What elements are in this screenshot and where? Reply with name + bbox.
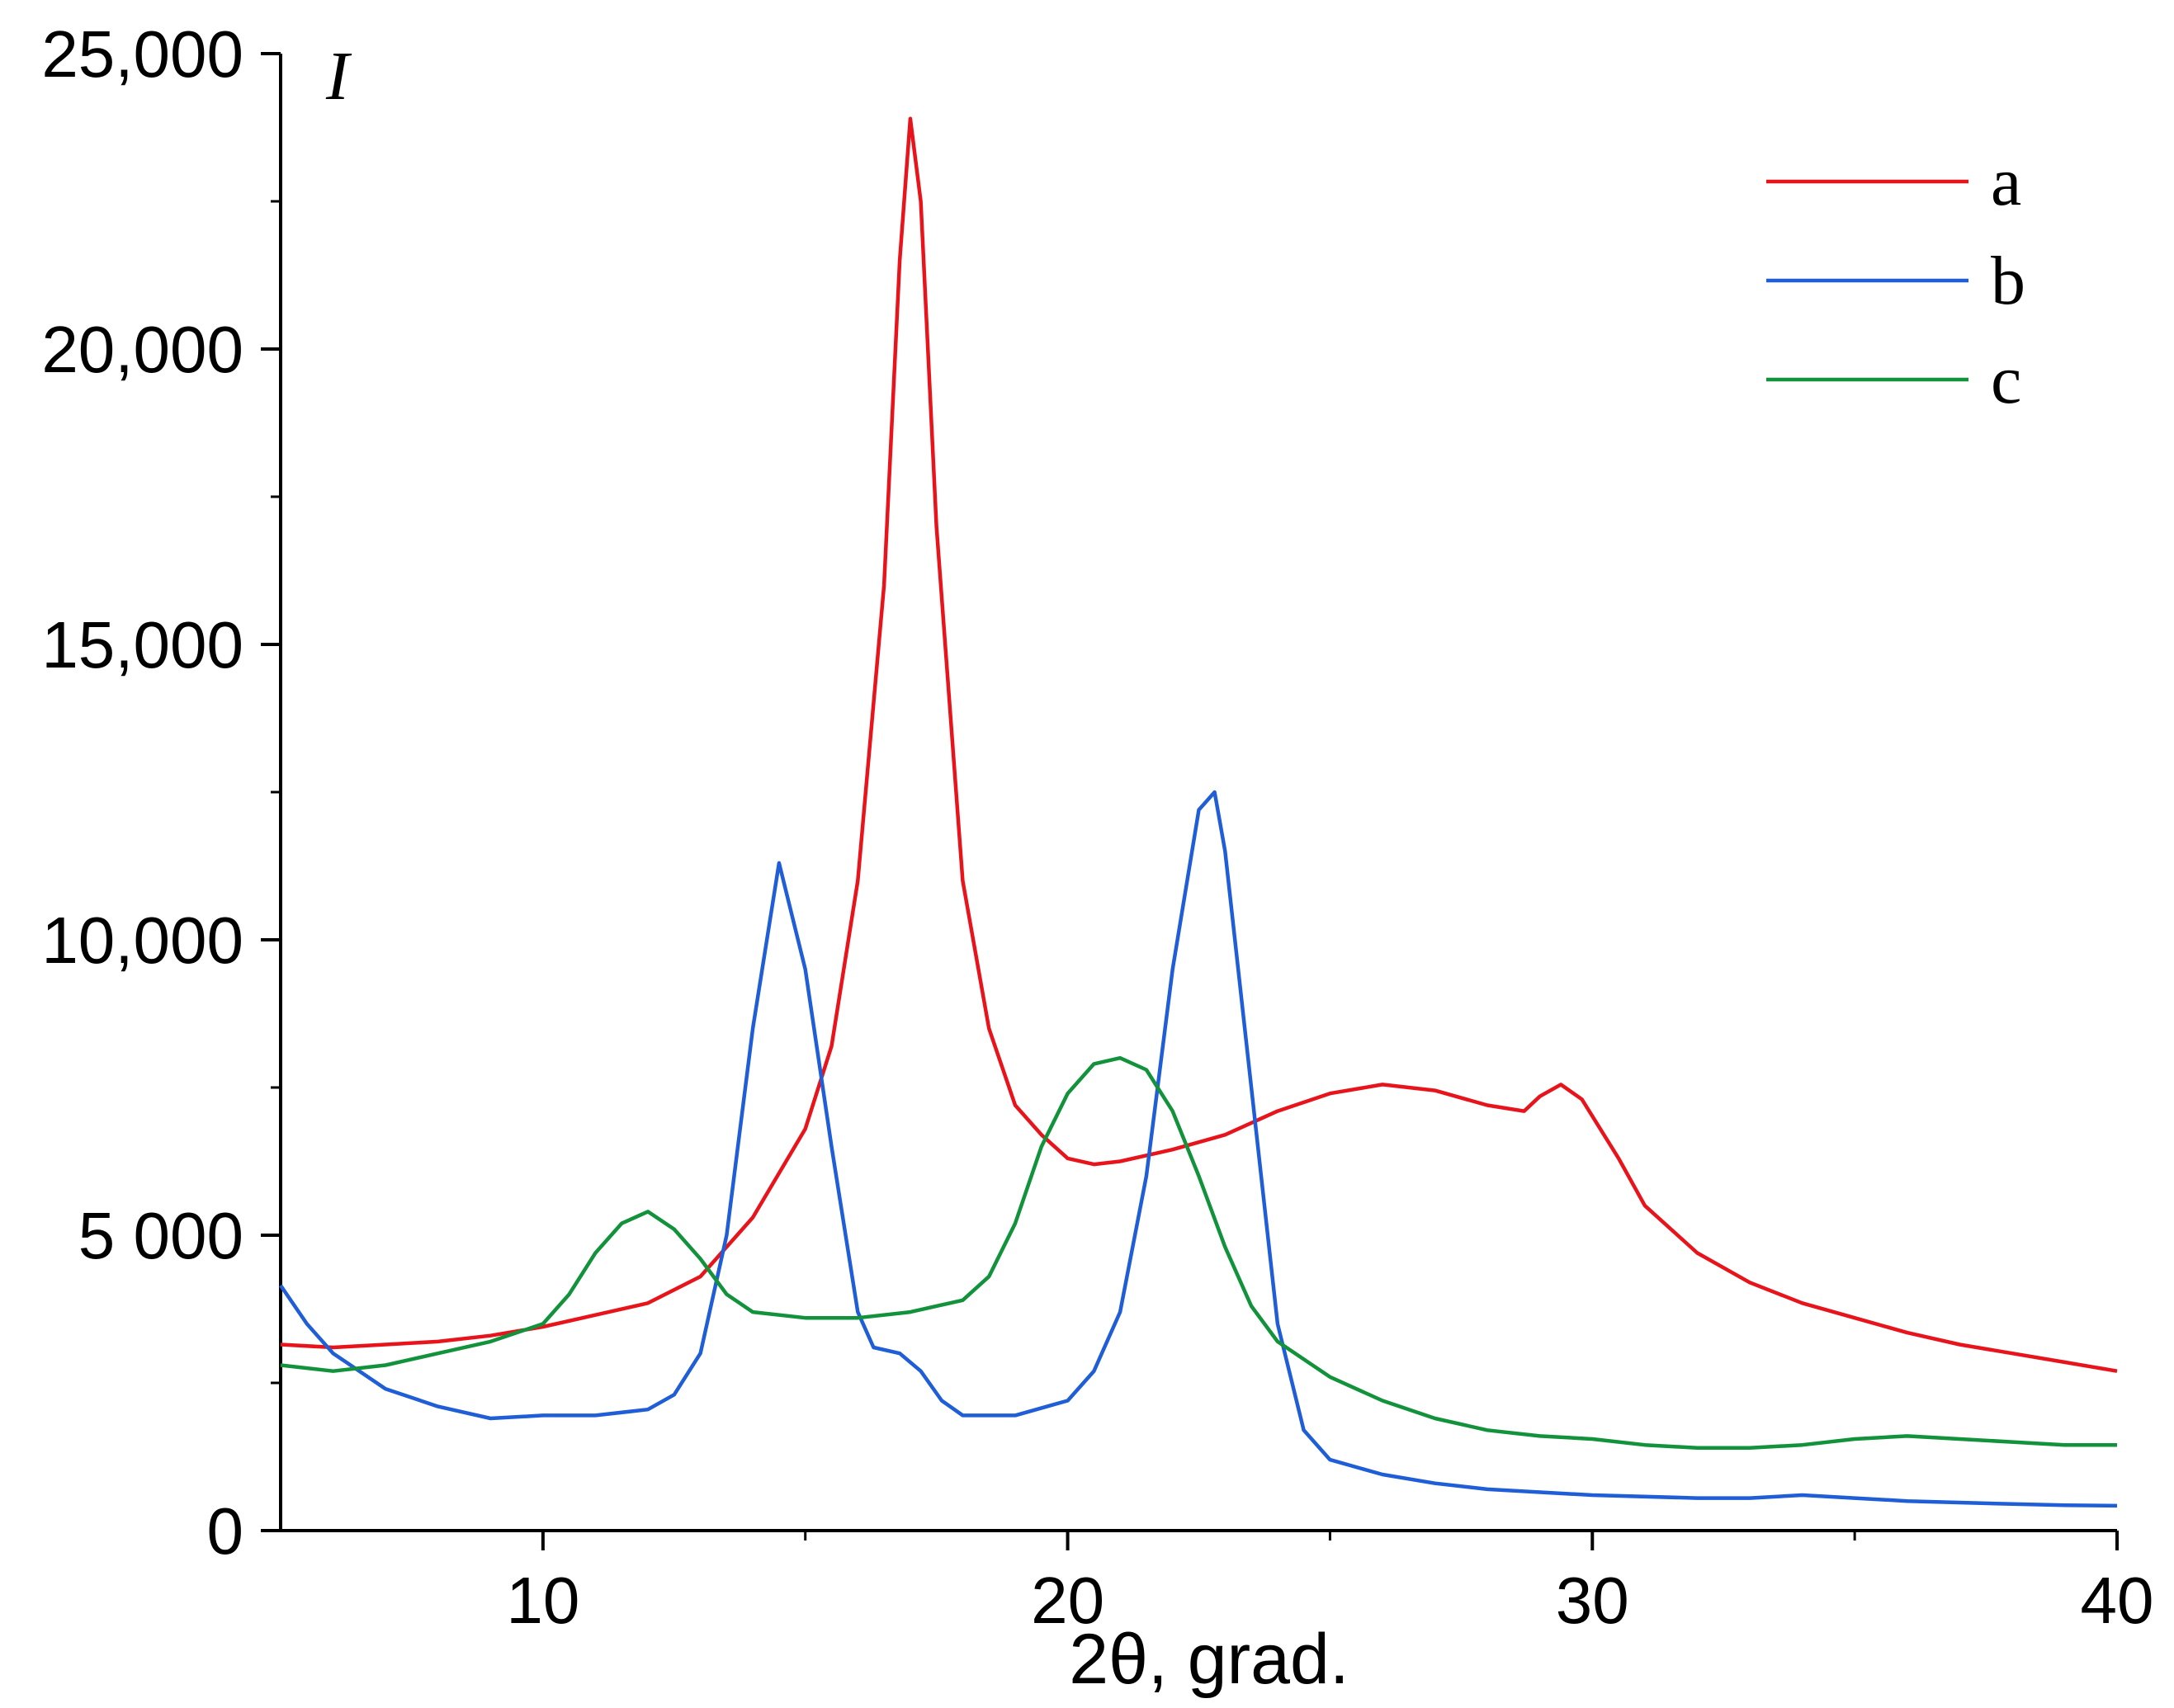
y-axis-title: I (325, 38, 352, 115)
x-tick-label: 20 (1031, 1564, 1104, 1637)
x-axis-title: 2θ, grad. (1069, 1620, 1349, 1699)
y-tick-label: 10,000 (41, 904, 243, 977)
x-tick-label: 10 (506, 1564, 579, 1637)
y-tick-label: 20,000 (41, 313, 243, 386)
x-tick-label: 40 (2081, 1564, 2154, 1637)
series-line-c (280, 1055, 2117, 1451)
legend: abc (1766, 144, 2025, 418)
legend-label-a: a (1991, 144, 2021, 220)
series-lines (279, 116, 2118, 1508)
series-line-a (280, 116, 2118, 1373)
legend-label-c: c (1991, 342, 2021, 418)
series-line-b (279, 790, 2118, 1508)
y-tick-label: 25,000 (41, 17, 243, 91)
x-tick-label: 30 (1556, 1564, 1629, 1637)
y-tick-label: 15,000 (41, 608, 243, 682)
y-tick-label: 0 (207, 1494, 244, 1568)
legend-label-b: b (1991, 243, 2025, 319)
y-tick-label: 5 000 (78, 1199, 243, 1272)
axes: 0 5 000 10,000 15,000 20,000 25,000 10 20 30 40 (41, 17, 2153, 1637)
